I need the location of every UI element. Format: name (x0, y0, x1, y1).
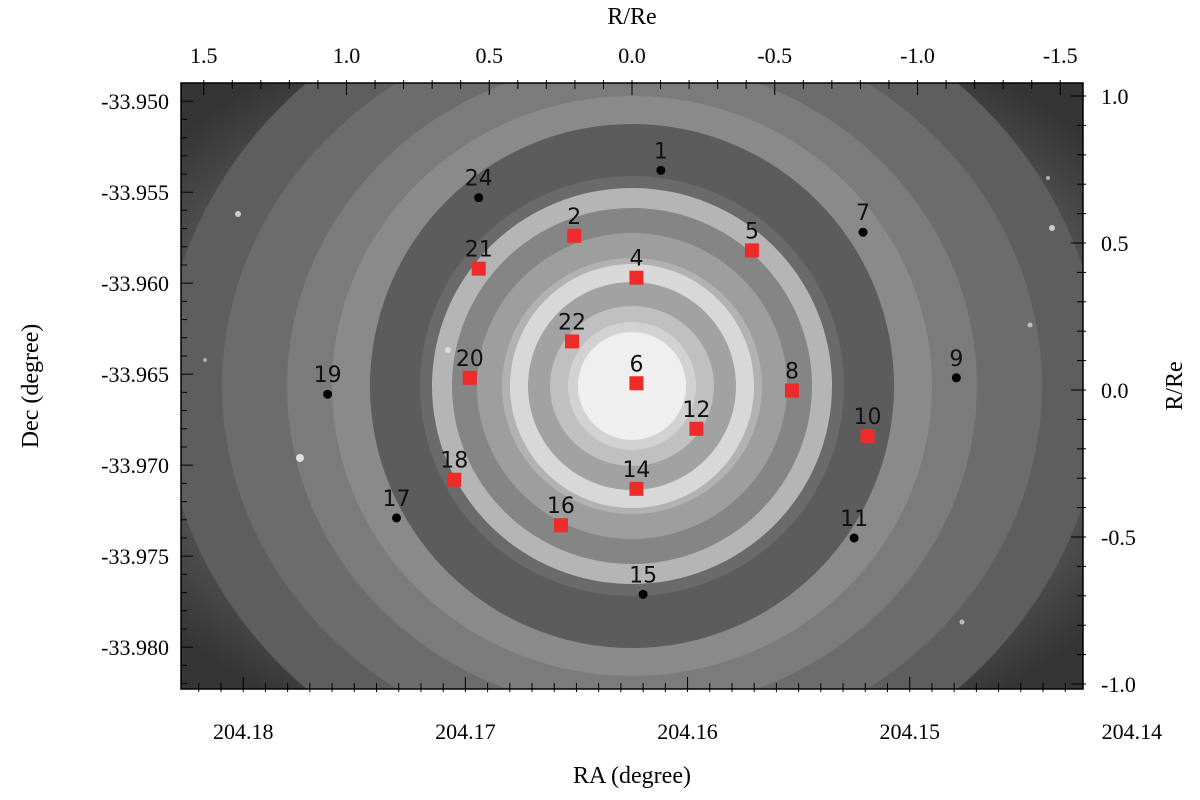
point-label: 2 (567, 205, 581, 230)
x2-tick-label: 1.0 (333, 43, 361, 68)
point-labels-layer: 2 5 4 21 22 20 6 8 12 10 18 14 16 1 24 7 9 19 17 11 15 (314, 139, 964, 588)
x2-tick-label: -0.5 (757, 43, 792, 68)
x-tick-label: 204.14 (1102, 719, 1163, 744)
point-label: 12 (682, 398, 710, 423)
black-dot-marker (638, 589, 648, 599)
x2-axis-title: R/Re (607, 4, 656, 30)
point-label: 17 (383, 487, 411, 512)
point-label: 19 (314, 363, 342, 388)
red-square-marker (744, 243, 759, 258)
point-label: 9 (949, 347, 963, 372)
red-square-marker (629, 376, 644, 391)
x-tick-label: 204.17 (435, 719, 496, 744)
y2-axis-title: R/Re (1162, 361, 1188, 410)
red-square-marker (629, 481, 644, 496)
point-label: 20 (456, 347, 484, 372)
y-tick-label: -33.975 (101, 544, 169, 569)
point-label: 1 (654, 139, 668, 164)
red-square-marker (689, 421, 704, 436)
red-square-marker (462, 370, 477, 385)
x-tick-label: 204.15 (879, 719, 940, 744)
red-square-marker (447, 472, 462, 487)
black-dot-marker (858, 227, 868, 237)
red-square-marker (629, 270, 644, 285)
galaxy-image (181, 83, 1083, 689)
y2-tick-label: -1.0 (1101, 672, 1136, 697)
x2-tick-label: 0.0 (618, 43, 646, 68)
point-label: 21 (465, 238, 493, 263)
markers-layer (323, 165, 961, 599)
point-label: 15 (629, 563, 657, 588)
red-square-marker (565, 334, 580, 349)
y2-tick-label: 0.5 (1101, 231, 1129, 256)
y-tick-label: -33.955 (101, 180, 169, 205)
point-label: 7 (856, 201, 870, 226)
y2-tick-label: 1.0 (1101, 84, 1129, 109)
y2-tick-label: 0.0 (1101, 378, 1129, 403)
point-label: 10 (853, 405, 881, 430)
x-tick-label: 204.16 (657, 719, 718, 744)
red-square-marker (567, 228, 582, 243)
point-label: 22 (558, 310, 586, 335)
black-dot-marker (849, 533, 859, 543)
y-axis-title: Dec (degree) (18, 324, 44, 449)
black-dot-marker (323, 389, 333, 399)
x2-tick-label: -1.0 (900, 43, 935, 68)
red-square-marker (784, 383, 799, 398)
black-dot-marker (951, 373, 961, 383)
y2-tick-label: -0.5 (1101, 525, 1136, 550)
red-square-marker (860, 429, 875, 444)
x-axis-title: RA (degree) (573, 763, 691, 789)
y-tick-label: -33.950 (101, 89, 169, 114)
point-label: 16 (547, 494, 575, 519)
point-label: 4 (629, 247, 643, 272)
point-label: 5 (745, 219, 759, 244)
red-square-marker (471, 261, 486, 276)
ticks-layer: 204.18 204.17 204.16 204.15 204.14 -33.950 -33… (101, 43, 1162, 744)
point-label: 18 (440, 449, 468, 474)
black-dot-marker (392, 513, 402, 523)
black-dot-marker (474, 193, 484, 203)
point-label: 8 (785, 360, 799, 385)
point-label: 14 (622, 458, 650, 483)
point-label: 6 (629, 352, 643, 377)
x2-tick-label: -1.5 (1043, 43, 1078, 68)
y-tick-label: -33.980 (101, 635, 169, 660)
x2-tick-label: 0.5 (476, 43, 504, 68)
x-tick-label: 204.18 (213, 719, 274, 744)
black-dot-marker (656, 165, 666, 175)
y-tick-label: -33.965 (101, 362, 169, 387)
point-label: 24 (465, 167, 493, 192)
y-tick-label: -33.970 (101, 453, 169, 478)
point-label: 11 (840, 507, 868, 532)
x2-tick-label: 1.5 (190, 43, 218, 68)
red-square-marker (553, 518, 568, 533)
y-tick-label: -33.960 (101, 271, 169, 296)
